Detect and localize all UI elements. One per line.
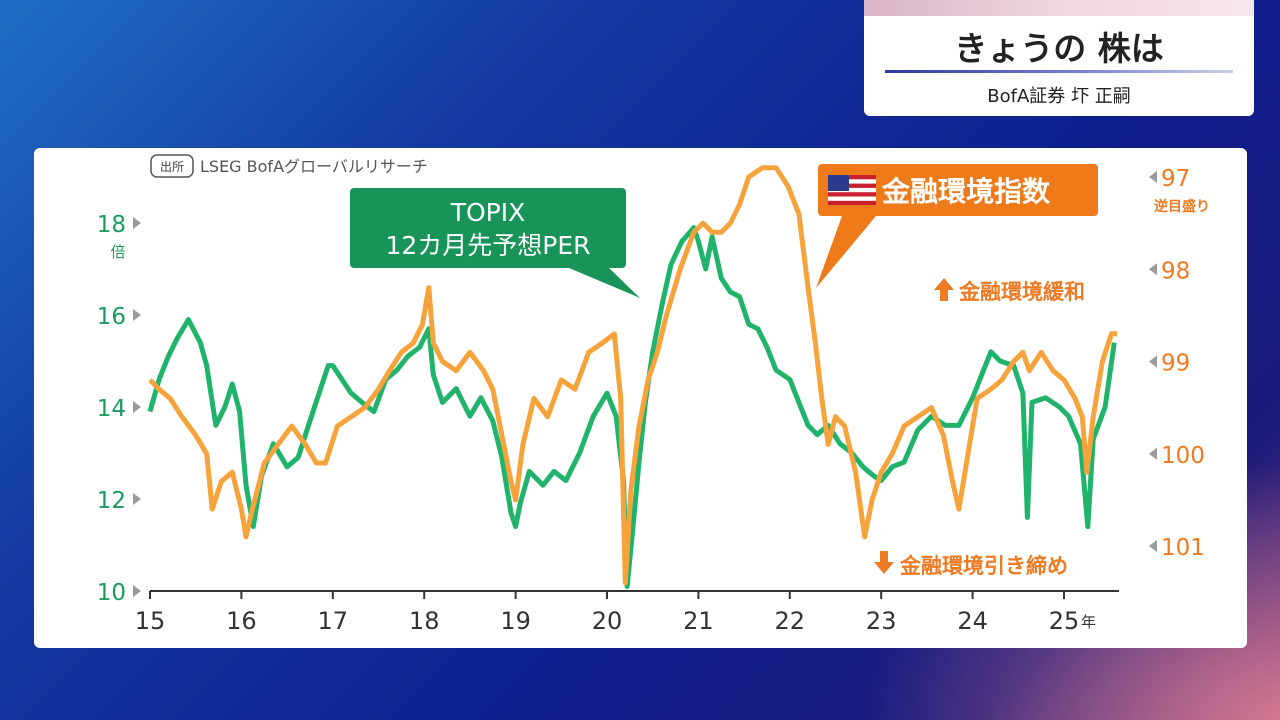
- topix-callout-pointer: [569, 268, 640, 298]
- x-tick-label-23: 23: [866, 607, 897, 635]
- x-tick-label-16: 16: [226, 607, 257, 635]
- fci-callout-box: [818, 164, 1098, 216]
- right-tick-marker-101: [1149, 540, 1157, 552]
- fci-callout-pointer: [816, 216, 876, 288]
- x-tick-label-18: 18: [409, 607, 440, 635]
- left-tick-label-16: 16: [97, 304, 126, 330]
- arrow-up-icon: [934, 278, 954, 301]
- topix-label-line2: 12カ月先予想PER: [385, 231, 590, 260]
- left-tick-label-10: 10: [97, 580, 126, 606]
- fci-callout: 金融環境指数: [816, 164, 1098, 288]
- topix-callout: TOPIX 12カ月先予想PER: [350, 188, 640, 298]
- left-tick-marker-14: [133, 401, 141, 413]
- left-tick-marker-18: [133, 217, 141, 229]
- x-tick-label-20: 20: [592, 607, 623, 635]
- x-tick-label-21: 21: [683, 607, 714, 635]
- page-title: きょうの 株は: [954, 29, 1164, 68]
- title-card-accent: [864, 0, 1254, 16]
- right-tick-marker-99: [1149, 355, 1157, 368]
- source-badge: [150, 154, 194, 178]
- us-flag-icon: [828, 175, 876, 205]
- x-tick-label-17: 17: [318, 607, 349, 635]
- title-card: きょうの 株は BofA証券 圷 正嗣: [864, 0, 1254, 116]
- right-tick-marker-100: [1149, 447, 1157, 460]
- x-tick-label-22: 22: [775, 607, 806, 635]
- page-subtitle: BofA証券 圷 正嗣: [987, 86, 1131, 107]
- x-axis-ticks: 15 16 17 18 19 20 21 22 23 24 25: [135, 591, 1080, 635]
- tightening-annotation: 金融環境引き締め: [874, 551, 1068, 578]
- left-axis-ticks: 10 12 14 16 18: [97, 212, 141, 606]
- right-tick-label-99: 99: [1161, 351, 1190, 377]
- chart-panel: 出所 LSEG BofAグローバルリサーチ 15 16 17 18 19 20 21 22 23…: [34, 148, 1247, 648]
- easing-label: 金融環境緩和: [958, 280, 1085, 304]
- left-tick-label-18: 18: [97, 212, 126, 238]
- topix-callout-box: [350, 188, 626, 268]
- easing-annotation: 金融環境緩和: [934, 278, 1085, 304]
- x-tick-label-15: 15: [135, 607, 166, 635]
- topix-label-line1: TOPIX: [450, 198, 526, 227]
- chart-svg: 出所 LSEG BofAグローバルリサーチ 15 16 17 18 19 20 21 22 23…: [97, 154, 1210, 635]
- x-tick-label-24: 24: [957, 607, 988, 635]
- left-axis-unit: 倍: [110, 243, 125, 261]
- source-badge-text: 出所: [160, 160, 184, 174]
- right-tick-label-97: 97: [1161, 166, 1190, 192]
- right-tick-marker-97: [1149, 171, 1157, 183]
- fci-label: 金融環境指数: [881, 175, 1051, 208]
- year-suffix: 年: [1081, 613, 1096, 631]
- right-tick-label-101: 101: [1161, 535, 1205, 561]
- right-axis-unit: 逆目盛り: [1154, 198, 1210, 215]
- source-text: LSEG BofAグローバルリサーチ: [200, 157, 428, 176]
- right-axis-ticks: 97 98 99 100 101: [1149, 166, 1205, 561]
- series-line-fci: [148, 165, 1117, 586]
- title-divider: [885, 70, 1233, 73]
- left-tick-marker-16: [133, 309, 141, 321]
- left-tick-marker-10: [133, 585, 141, 597]
- x-tick-label-19: 19: [500, 607, 531, 635]
- left-tick-label-14: 14: [97, 396, 126, 422]
- source-note: 出所 LSEG BofAグローバルリサーチ: [150, 154, 428, 178]
- right-tick-marker-98: [1149, 263, 1157, 276]
- right-tick-label-100: 100: [1161, 443, 1205, 469]
- arrow-down-icon: [874, 551, 894, 574]
- left-tick-label-12: 12: [97, 488, 126, 514]
- right-tick-label-98: 98: [1161, 258, 1190, 284]
- left-tick-marker-12: [133, 493, 141, 505]
- x-tick-label-25: 25: [1049, 607, 1080, 635]
- tightening-label: 金融環境引き締め: [899, 554, 1068, 578]
